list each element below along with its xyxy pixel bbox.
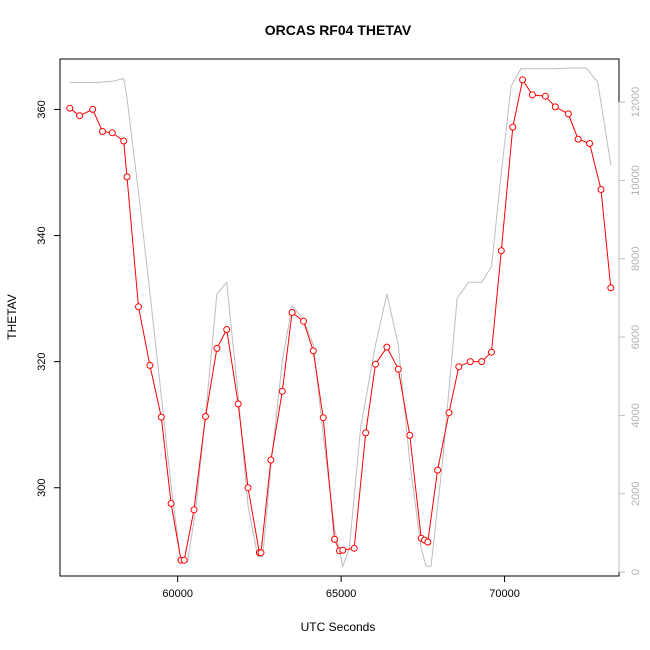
data-point xyxy=(331,535,339,543)
y-tick-label: 340 xyxy=(36,226,48,244)
data-point xyxy=(424,538,432,546)
data-point xyxy=(223,326,231,333)
data-point xyxy=(597,186,605,193)
data-point xyxy=(362,429,370,437)
plot-area xyxy=(59,58,620,577)
data-point xyxy=(123,173,131,181)
data-point xyxy=(607,284,615,292)
data-point xyxy=(278,387,286,395)
data-point xyxy=(167,500,175,507)
x-tick-label: 70000 xyxy=(489,588,520,600)
data-point xyxy=(574,135,582,143)
y2-tick-label: 12000 xyxy=(630,87,642,118)
data-point xyxy=(108,129,116,137)
data-point xyxy=(202,413,209,420)
data-point xyxy=(372,360,379,368)
data-point xyxy=(564,110,572,118)
data-point xyxy=(89,105,97,113)
primary-series-line xyxy=(69,78,612,561)
y2-tick-label: 8000 xyxy=(630,247,642,271)
data-point xyxy=(309,347,317,355)
data-point xyxy=(190,506,198,514)
x-tick-label: 65000 xyxy=(326,588,357,600)
data-point xyxy=(180,556,188,564)
data-point xyxy=(455,363,463,371)
data-point xyxy=(267,456,275,464)
y2-tick-label: 10000 xyxy=(630,165,642,196)
y-tick-label: 300 xyxy=(36,479,48,497)
data-point xyxy=(350,544,358,552)
data-point xyxy=(488,348,495,356)
data-point xyxy=(383,343,391,351)
data-point xyxy=(528,91,536,99)
primary-series-layer xyxy=(66,76,615,564)
data-point xyxy=(509,123,517,131)
data-point xyxy=(120,137,128,145)
y2-tick-label: 0 xyxy=(630,569,642,575)
data-point xyxy=(244,484,252,492)
data-point xyxy=(434,466,442,474)
data-point xyxy=(586,140,594,147)
data-point xyxy=(157,413,165,421)
data-point xyxy=(146,361,154,369)
y2-tick-label: 4000 xyxy=(630,403,642,427)
data-point xyxy=(339,546,347,554)
data-point xyxy=(394,365,402,373)
data-point xyxy=(445,409,453,417)
x-axis-label: UTC Seconds xyxy=(301,620,376,634)
data-point xyxy=(406,431,414,439)
secondary-series-layer xyxy=(69,67,612,568)
y2-tick-label: 6000 xyxy=(630,325,642,349)
data-point xyxy=(234,400,242,408)
data-point xyxy=(99,128,106,135)
y2-tick-label: 2000 xyxy=(630,482,642,506)
data-point xyxy=(135,303,142,311)
data-point xyxy=(497,247,505,255)
chart-title: ORCAS RF04 THETAV xyxy=(265,22,412,38)
data-point xyxy=(300,317,307,325)
data-point xyxy=(551,103,559,111)
data-point xyxy=(66,104,74,112)
data-point xyxy=(541,92,549,100)
data-point xyxy=(478,358,486,366)
data-point xyxy=(213,344,221,352)
secondary-series-line xyxy=(69,67,612,568)
data-point xyxy=(257,549,265,557)
x-tick-label: 60000 xyxy=(162,588,193,600)
data-point xyxy=(288,309,296,316)
y-tick-label: 320 xyxy=(36,352,48,370)
y-axis-label: THETAV xyxy=(5,294,19,340)
y-tick-label: 360 xyxy=(36,100,48,118)
data-point xyxy=(519,76,527,84)
data-point xyxy=(76,112,84,120)
axes: 60000 65000 70000 300 320 340 360 0 2000 4000 6000… xyxy=(36,87,642,600)
data-point xyxy=(319,414,327,422)
data-point xyxy=(466,358,474,366)
